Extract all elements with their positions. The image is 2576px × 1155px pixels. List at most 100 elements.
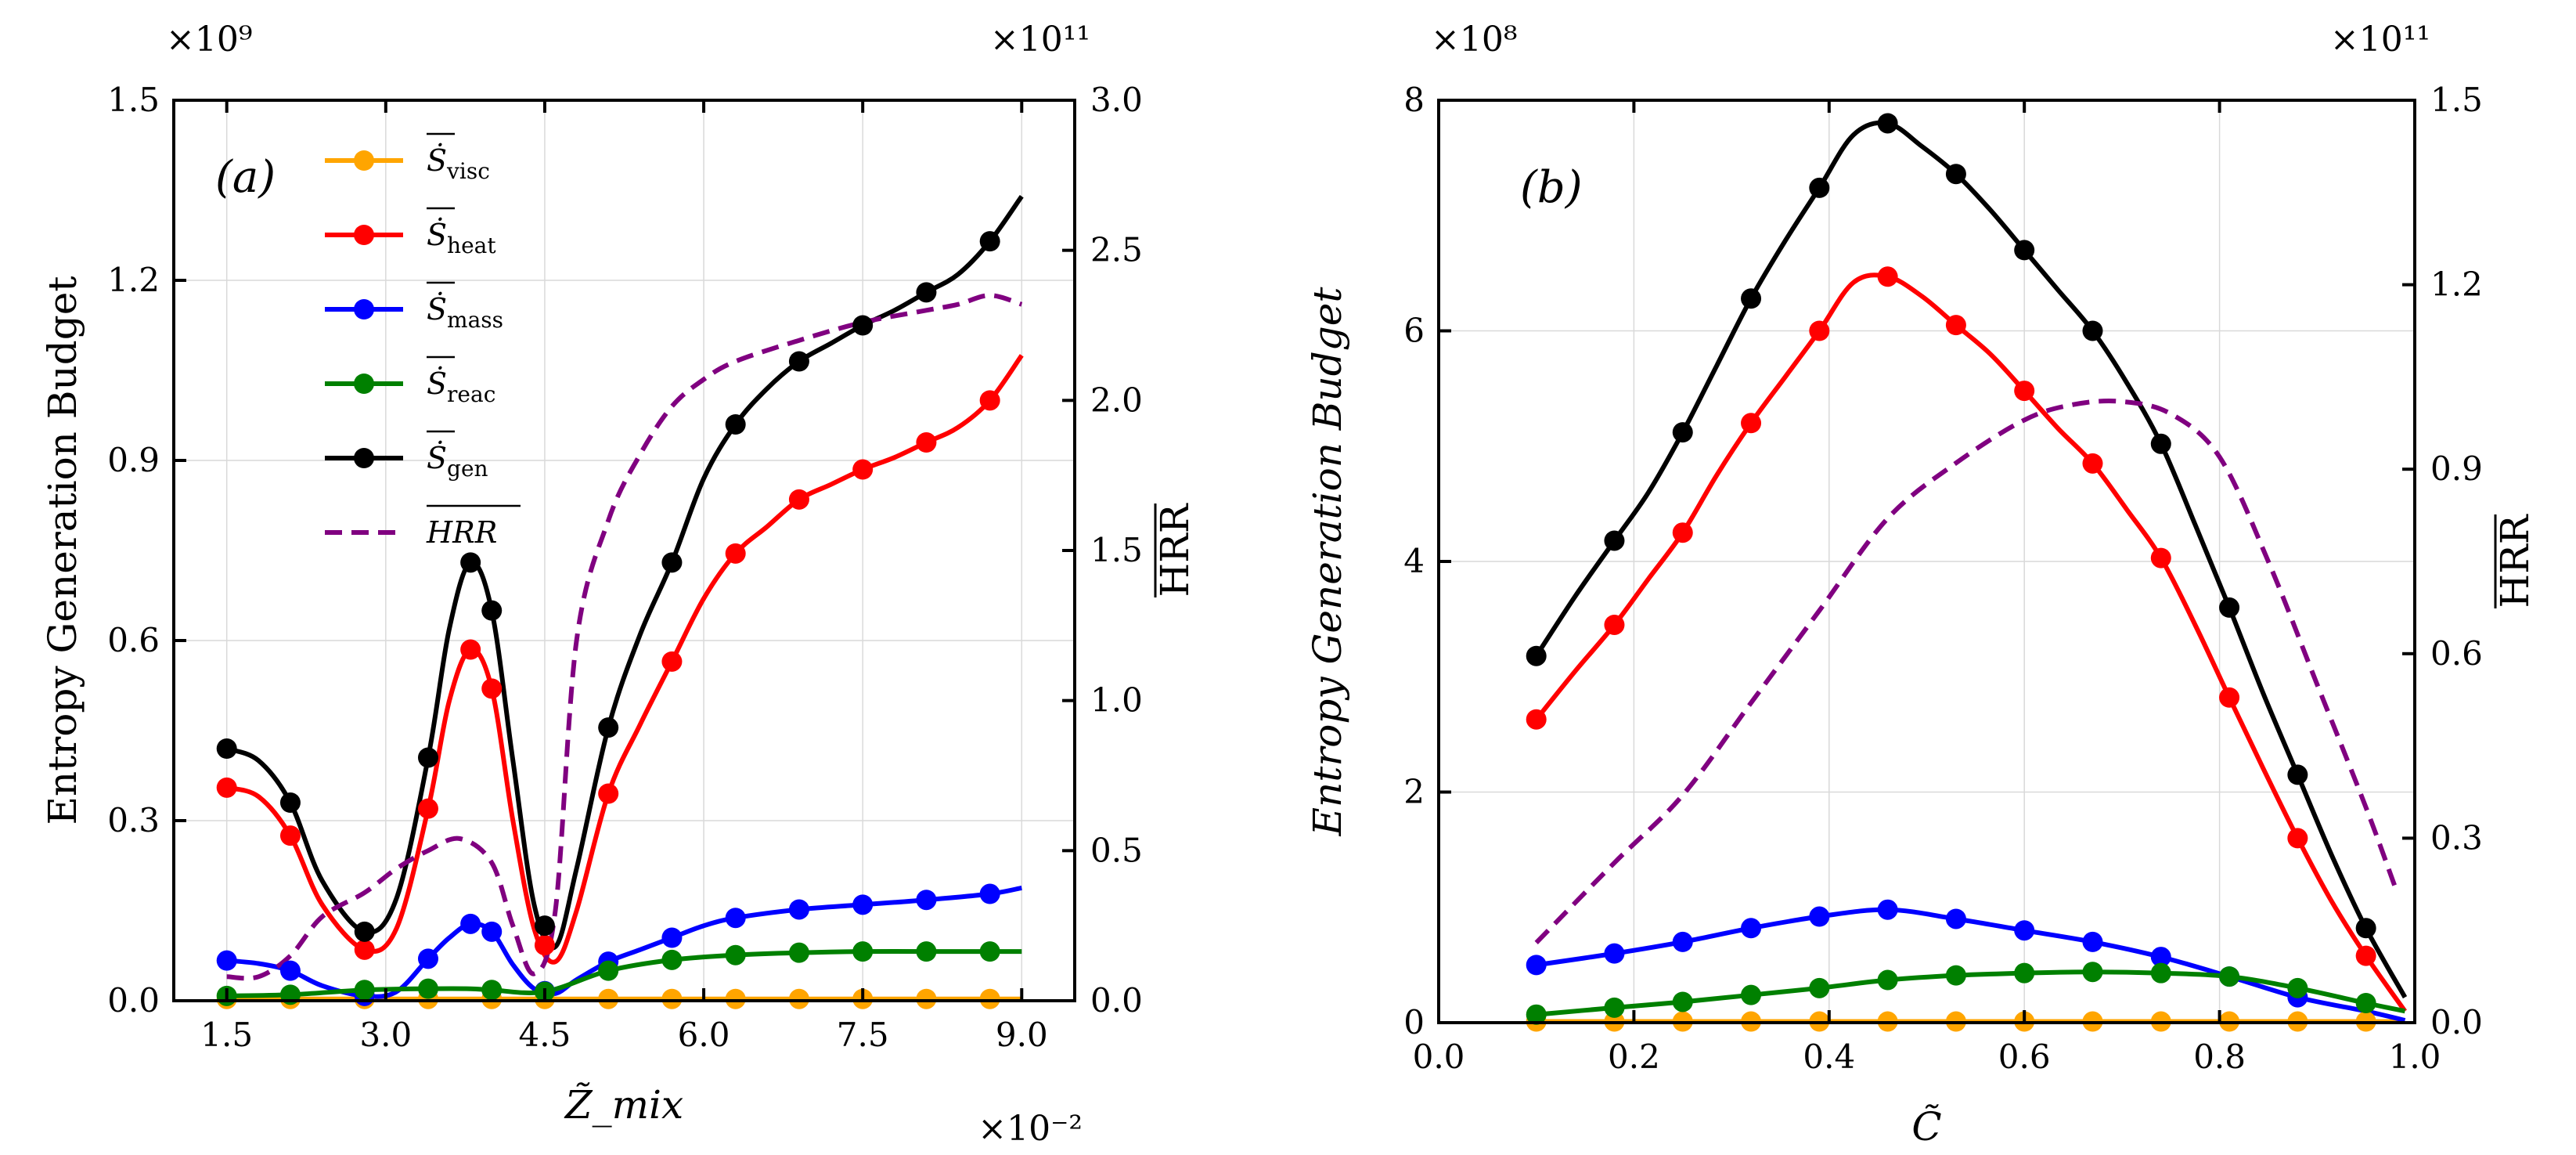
data-point-s-mass: [1672, 931, 1693, 952]
legend-marker: [354, 299, 374, 319]
data-point-s-reac: [2355, 992, 2376, 1013]
data-point-s-gen: [725, 414, 746, 435]
y-tick-label: 2: [1403, 773, 1425, 811]
data-point-s-gen: [1604, 530, 1625, 551]
y-tick-label: 6: [1403, 312, 1425, 350]
legend-label: Ṡgen: [427, 441, 488, 482]
legend-label-sub: heat: [447, 233, 496, 258]
legend-label-main: Ṡ: [427, 218, 447, 252]
data-point-s-heat: [417, 798, 438, 819]
y-scale-label: ×10⁹: [166, 20, 253, 60]
data-point-s-heat: [216, 777, 237, 798]
legend-label-main: Ṡ: [427, 441, 447, 475]
data-point-s-mass: [216, 950, 237, 971]
x-tick-label: 0.4: [1803, 1038, 1855, 1076]
data-point-s-visc: [916, 988, 937, 1009]
legend-label-sub: gen: [447, 456, 488, 482]
data-point-s-gen: [417, 747, 438, 768]
data-point-s-gen: [2082, 320, 2103, 341]
data-point-s-reac: [2219, 966, 2240, 987]
series-line-s-heat: [225, 354, 1024, 965]
data-point-s-gen: [354, 921, 375, 942]
y-scale-label: ×10⁸: [1431, 20, 1518, 60]
data-point-s-heat: [481, 678, 503, 699]
data-point-s-reac: [354, 980, 375, 1001]
legend-label: Ṡheat: [427, 218, 496, 258]
x-tick-label: 6.0: [678, 1016, 730, 1054]
y-tick-label: 0.9: [107, 441, 160, 479]
series-group: [216, 194, 1024, 1009]
data-point-s-heat: [916, 432, 937, 453]
data-point-s-heat: [2287, 828, 2308, 849]
y2-tick-label: 0.9: [2430, 449, 2483, 488]
y-tick-label: 0.0: [107, 981, 160, 1020]
y2-tick-label: 0.6: [2430, 634, 2483, 673]
data-point-s-mass: [2150, 947, 2171, 968]
x-axis-label: C̃: [1911, 1103, 1941, 1150]
data-point-s-mass: [1877, 899, 1898, 920]
data-point-s-heat: [279, 825, 301, 846]
data-point-s-gen: [2219, 597, 2240, 618]
data-point-s-reac: [1809, 977, 1830, 998]
data-point-s-gen: [979, 231, 1000, 252]
data-point-s-heat: [1877, 266, 1898, 287]
data-point-s-mass: [417, 948, 438, 969]
legend-label: Ṡvisc: [427, 143, 490, 184]
x-tick-label: 0.6: [1998, 1038, 2051, 1076]
data-point-s-heat: [2219, 687, 2240, 708]
x-tick-label: 0.0: [1413, 1038, 1465, 1076]
data-point-s-heat: [598, 783, 619, 804]
data-point-s-gen: [216, 738, 237, 759]
series-line-hrr: [226, 293, 1023, 981]
data-point-s-reac: [598, 960, 619, 981]
plot-frame: [172, 99, 1076, 1002]
legend-label-sub: mass: [447, 307, 503, 333]
gridlines: [174, 99, 1075, 1002]
series-line-s-heat: [1534, 273, 2407, 1013]
data-point-s-mass: [725, 908, 746, 929]
x-tick-label: 0.2: [1608, 1038, 1660, 1076]
legend-label-main: Ṡ: [427, 292, 447, 327]
data-point-s-gen: [788, 351, 809, 372]
data-point-s-reac: [2082, 962, 2103, 983]
data-point-s-mass: [852, 894, 874, 915]
data-point-s-mass: [661, 927, 683, 948]
y-tick-label: 0.6: [107, 621, 160, 659]
y2-tick-label: 3.0: [1090, 81, 1143, 119]
data-point-s-mass: [788, 899, 809, 920]
series-group: [1526, 113, 2408, 1032]
data-point-s-reac: [725, 944, 746, 966]
data-point-s-mass: [2082, 931, 2103, 952]
data-point-s-heat: [2355, 945, 2376, 966]
data-point-s-visc: [979, 988, 1000, 1009]
data-point-s-gen: [279, 792, 301, 813]
data-point-s-reac: [661, 949, 683, 970]
y-tick-label: 0.3: [107, 801, 160, 839]
data-point-s-gen: [1809, 177, 1830, 198]
data-point-s-gen: [1877, 113, 1898, 134]
panel-b: 0.0 0.2 0.4 0.6 0.8 1.0 0 2 4 6 8 0.0 0.3 0.6 0.9 1.2 1.…: [1305, 20, 2538, 1150]
y2-axis-label: HRR: [2492, 514, 2538, 608]
series-line-s-reac: [1536, 969, 2406, 1017]
data-point-s-gen: [598, 717, 619, 738]
data-point-s-heat: [725, 543, 746, 564]
data-point-s-gen: [852, 315, 874, 336]
legend-marker: [354, 225, 374, 245]
y-tick-label: 0: [1403, 1003, 1425, 1041]
y2-tick-label: 0.0: [1090, 981, 1143, 1020]
data-point-s-reac: [1741, 984, 1762, 1005]
legend-label-main: Ṡ: [427, 366, 447, 401]
data-point-s-mass: [1809, 906, 1830, 927]
data-point-s-heat: [979, 390, 1000, 411]
legend-marker: [354, 448, 374, 468]
data-point-s-mass: [460, 913, 481, 934]
ticks: 1.5 3.0 4.5 6.0 7.5 9.0 0.0 0.3 0.6 0.9 1.2 1.5 0.0 0…: [107, 81, 1143, 1054]
panel-a: 1.5 3.0 4.5 6.0 7.5 9.0 0.0 0.3 0.6 0.9 1.2 1.5 0.0 0…: [40, 20, 1198, 1149]
data-point-s-gen: [1672, 422, 1693, 443]
y-tick-label: 8: [1403, 81, 1425, 119]
series-line-s-reac: [226, 949, 1022, 998]
data-point-s-heat: [2014, 381, 2035, 402]
data-point-s-visc: [661, 988, 683, 1009]
legend-label: HRR: [426, 515, 497, 550]
